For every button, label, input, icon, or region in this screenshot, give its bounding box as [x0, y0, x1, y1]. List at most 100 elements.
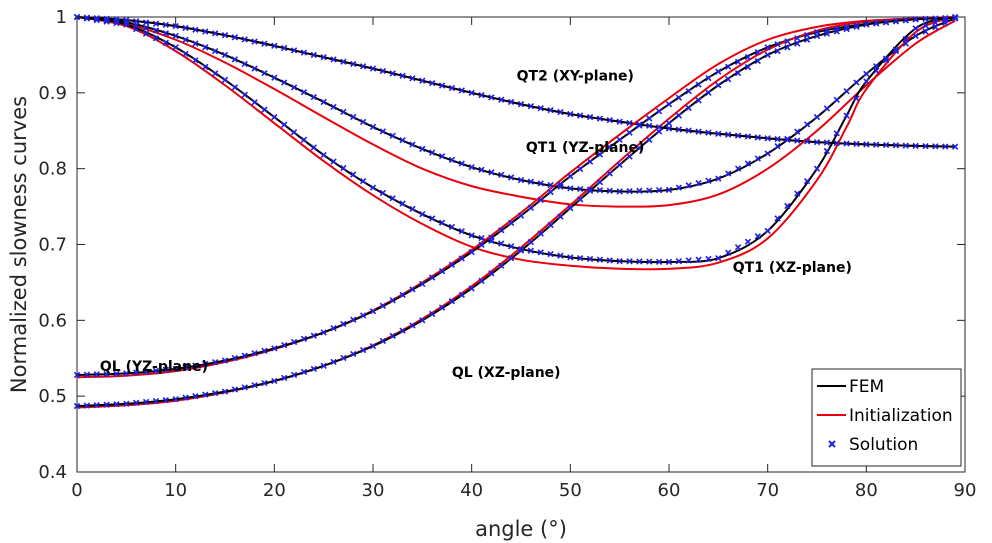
- solution-marker: [853, 23, 860, 31]
- solution-marker: [182, 36, 189, 43]
- solution-marker: [113, 401, 120, 408]
- solution-marker: [192, 57, 199, 64]
- curve-annotation: QT1 (XZ-plane): [733, 260, 852, 276]
- solution-marker: [419, 145, 426, 153]
- solution-marker: [419, 211, 426, 218]
- solution-marker: [596, 151, 604, 158]
- solution-marker: [290, 84, 298, 91]
- solution-marker: [340, 58, 347, 65]
- solution-marker: [221, 32, 229, 39]
- solution-marker: [517, 245, 525, 253]
- solution-marker: [429, 274, 436, 281]
- solution-marker: [507, 254, 515, 262]
- solution-marker: [833, 28, 840, 35]
- solution-marker: [271, 377, 278, 385]
- solution-marker: [310, 365, 317, 373]
- solution-marker: [281, 44, 288, 52]
- x-tick-label: 60: [658, 480, 681, 501]
- solution-marker: [103, 18, 110, 25]
- solution-marker: [754, 134, 761, 141]
- solution-marker: [389, 70, 396, 77]
- solution-marker: [764, 227, 771, 235]
- solution-marker: [340, 320, 347, 328]
- solution-marker: [93, 16, 100, 24]
- solution-marker: [300, 335, 308, 343]
- solution-marker: [705, 89, 712, 96]
- solution-marker: [182, 24, 189, 32]
- solution-marker: [626, 129, 633, 136]
- solution-marker: [478, 166, 485, 173]
- solution-marker: [734, 165, 742, 172]
- solution-marker: [794, 190, 801, 197]
- x-tick-label: 10: [164, 480, 187, 501]
- solution-marker: [340, 354, 347, 362]
- solution-marker: [142, 368, 150, 375]
- solution-marker: [537, 249, 544, 256]
- solution-marker: [646, 258, 653, 265]
- solution-marker: [586, 158, 594, 165]
- solution-marker: [320, 362, 327, 369]
- solution-marker: [675, 94, 683, 101]
- solution-marker: [458, 87, 465, 94]
- solution-marker: [350, 171, 357, 178]
- solution-marker: [231, 84, 239, 91]
- solution-marker: [715, 175, 722, 182]
- solution-marker: [429, 79, 436, 87]
- solution-marker: [932, 143, 939, 150]
- solution-marker: [882, 55, 890, 62]
- solution-marker: [379, 67, 387, 75]
- solution-marker: [853, 140, 860, 148]
- legend: FEM Initialization Solution: [811, 368, 962, 467]
- solution-marker: [251, 382, 258, 389]
- solution-marker: [241, 352, 248, 359]
- solution-marker: [695, 81, 702, 88]
- solution-marker: [853, 22, 860, 29]
- solution-marker: [310, 51, 317, 59]
- solution-marker: [478, 234, 485, 242]
- solution-marker: [873, 67, 880, 75]
- solution-marker: [350, 316, 357, 323]
- solution-marker: [123, 400, 130, 407]
- solution-marker: [695, 128, 702, 135]
- solution-marker: [192, 40, 199, 47]
- annotations-layer: QT2 (XY-plane) QT1 (YZ-plane) QT1 (XZ-plan…: [100, 69, 852, 382]
- solution-marker: [705, 74, 712, 82]
- solution-marker: [882, 19, 890, 26]
- solution-marker: [557, 180, 564, 188]
- solution-markers-layer: [73, 13, 959, 410]
- x-tick-label: 40: [460, 480, 483, 501]
- solution-marker: [507, 98, 515, 106]
- solution-marker: [409, 322, 416, 329]
- solution-marker: [399, 327, 406, 334]
- solution-marker: [695, 256, 702, 263]
- solution-marker: [162, 396, 169, 404]
- solution-marker: [567, 204, 574, 212]
- solution-marker: [833, 96, 840, 103]
- solution-marker: [310, 332, 317, 339]
- solution-marker: [586, 255, 594, 263]
- solution-marker: [646, 187, 653, 194]
- solution-marker: [606, 170, 613, 177]
- solution-marker: [685, 127, 692, 134]
- solution-marker: [241, 36, 248, 43]
- solution-marker: [192, 393, 199, 400]
- solution-marker: [468, 163, 475, 171]
- solution-marker: [468, 285, 475, 292]
- solution-marker: [507, 243, 515, 250]
- solution-marker: [527, 204, 535, 211]
- solution-marker: [912, 142, 919, 150]
- legend-swatch: [828, 440, 836, 448]
- solution-marker: [478, 277, 485, 285]
- solution-marker: [823, 147, 831, 155]
- solution-marker: [300, 49, 308, 56]
- solution-marker: [231, 386, 239, 393]
- solution-marker: [606, 143, 613, 151]
- solution-marker: [478, 241, 485, 248]
- solution-marker: [764, 150, 771, 157]
- solution-marker: [665, 125, 673, 132]
- solution-marker: [577, 254, 584, 262]
- curve-annotation: QL (XZ-plane): [452, 365, 561, 381]
- solution-marker: [231, 354, 239, 362]
- curve-annotation: QT1 (YZ-plane): [526, 140, 644, 156]
- solution-marker: [211, 70, 219, 77]
